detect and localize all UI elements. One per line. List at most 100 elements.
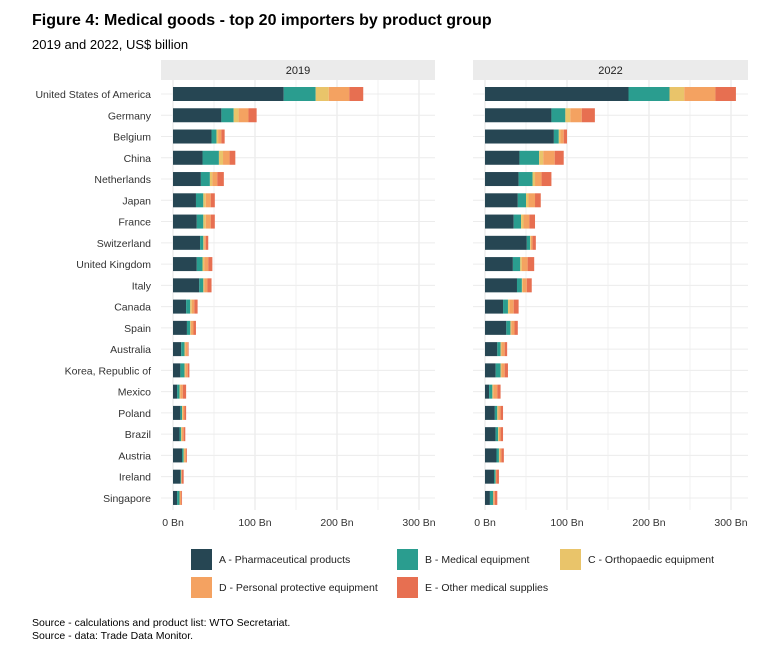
bar-2022-poland-b <box>494 405 498 420</box>
bar-2022-netherlands-c <box>532 172 536 187</box>
legend-swatch <box>560 549 581 570</box>
bar-2022-poland-d <box>498 405 501 420</box>
category-label-austria: Austria <box>118 450 151 462</box>
bar-2022-united-kingdom-e <box>527 257 535 272</box>
category-label-netherlands: Netherlands <box>94 174 151 186</box>
bar-2019-united-states-of-america-e <box>349 87 364 101</box>
bar-2019-austria-e <box>186 448 187 463</box>
bar-2022-singapore-b <box>489 490 494 505</box>
bar-2022-mexico-d <box>493 384 498 399</box>
bar-2019-canada-e <box>194 299 198 314</box>
bar-2022-italy-a <box>485 278 517 293</box>
bar-2019-ireland-b <box>180 469 182 484</box>
bar-2022-korea-republic-of-a <box>485 363 496 378</box>
bar-2022-austria-c <box>498 448 500 463</box>
bar-2019-china-c <box>218 150 224 165</box>
bar-2019-china-a <box>173 150 203 165</box>
bar-2019-italy-e <box>207 278 212 293</box>
bar-2022-austria-d <box>499 448 502 463</box>
bar-2022-mexico-b <box>489 384 493 399</box>
bar-2019-canada-c <box>190 299 192 314</box>
bar-2019-canada-d <box>191 299 195 314</box>
bar-2019-austria-b <box>182 448 184 463</box>
bar-2022-germany-c <box>565 108 571 123</box>
bar-2022-canada-c <box>507 299 510 314</box>
x-tick-label: 200 Bn <box>632 517 665 529</box>
bar-2022-germany-e <box>581 108 595 123</box>
bar-2022-mexico-a <box>485 384 490 399</box>
bar-2022-france-d <box>523 214 530 229</box>
bar-2022-australia-b <box>497 342 501 357</box>
bar-2019-ireland-d <box>181 469 183 484</box>
bar-2019-germany-d <box>238 108 249 123</box>
bar-2019-belgium-a <box>173 129 212 144</box>
category-label-china: China <box>124 153 152 165</box>
bar-2022-germany-b <box>551 108 566 123</box>
bar-2019-united-kingdom-a <box>173 257 197 272</box>
bar-2022-netherlands-b <box>518 172 533 187</box>
x-tick-label: 100 Bn <box>550 517 583 529</box>
bar-2022-ireland-e <box>496 469 499 484</box>
x-tick-label: 200 Bn <box>320 517 353 529</box>
bar-2019-netherlands-e <box>217 172 224 187</box>
bar-2019-mexico-a <box>173 384 178 399</box>
bar-2022-belgium-c <box>558 129 561 144</box>
bar-2019-belgium-b <box>211 129 217 144</box>
bar-2022-united-kingdom-b <box>512 257 521 272</box>
bar-2022-united-states-of-america-c <box>669 87 685 101</box>
category-label-france: France <box>118 217 151 229</box>
bar-2019-japan-b <box>195 193 204 208</box>
bar-2019-brazil-e <box>183 427 186 442</box>
category-label-japan: Japan <box>122 195 151 207</box>
bar-2019-united-states-of-america-c <box>315 87 329 101</box>
bar-2022-spain-d <box>511 320 515 335</box>
bar-2022-austria-b <box>496 448 499 463</box>
x-tick-label: 0 Bn <box>162 517 184 529</box>
bar-2022-australia-a <box>485 342 498 357</box>
bar-2022-japan-c <box>526 193 529 208</box>
bar-2019-japan-d <box>205 193 211 208</box>
bar-2022-spain-e <box>514 320 518 335</box>
category-label-mexico: Mexico <box>118 387 151 399</box>
facet-label-2022: 2022 <box>598 65 622 77</box>
bar-2022-china-d <box>543 150 555 165</box>
bar-2019-united-kingdom-b <box>196 257 203 272</box>
bar-2019-poland-b <box>180 405 183 420</box>
bar-2019-united-kingdom-e <box>208 257 213 272</box>
bar-2019-spain-e <box>193 320 196 335</box>
bar-2022-netherlands-e <box>541 172 552 187</box>
bar-2019-australia-d <box>185 342 188 357</box>
bar-2019-australia-a <box>173 342 182 357</box>
facet-strip-2019 <box>161 60 435 80</box>
bar-2019-italy-d <box>204 278 208 293</box>
bar-2022-belgium-e <box>563 129 567 144</box>
bar-2019-united-states-of-america-b <box>283 87 316 101</box>
bar-2019-brazil-a <box>173 427 180 442</box>
bar-2022-belgium-b <box>553 129 559 144</box>
category-label-korea-republic-of: Korea, Republic of <box>65 365 151 377</box>
legend-label: E - Other medical supplies <box>425 582 548 594</box>
bar-2019-united-kingdom-c <box>202 257 205 272</box>
bar-2022-france-b <box>513 214 522 229</box>
panel-2019: 2019 0 Bn 100 Bn 200 Bn 300 Bn <box>161 60 436 529</box>
bar-2022-netherlands-a <box>485 172 519 187</box>
source-note-calculations: Source - calculations and product list: … <box>32 617 291 629</box>
bar-2019-belgium-c <box>216 129 219 144</box>
legend-label: D - Personal protective equipment <box>219 582 378 594</box>
bar-2019-japan-e <box>210 193 215 208</box>
bar-2019-korea-republic-of-c <box>184 363 186 378</box>
bar-2022-poland-a <box>485 405 495 420</box>
bar-2019-singapore-b <box>177 490 180 505</box>
bar-2022-brazil-c <box>498 427 499 442</box>
legend-item-e: E - Other medical supplies <box>397 577 548 598</box>
bar-2022-mexico-c <box>492 384 494 399</box>
bar-2022-france-c <box>521 214 524 229</box>
bar-2022-switzerland-a <box>485 235 527 250</box>
bar-2019-poland-e <box>184 405 187 420</box>
bar-2019-spain-d <box>191 320 194 335</box>
bar-2022-korea-republic-of-e <box>504 363 508 378</box>
bar-2019-japan-c <box>203 193 206 208</box>
bar-2019-austria-a <box>173 448 183 463</box>
bar-2019-china-b <box>202 150 219 165</box>
